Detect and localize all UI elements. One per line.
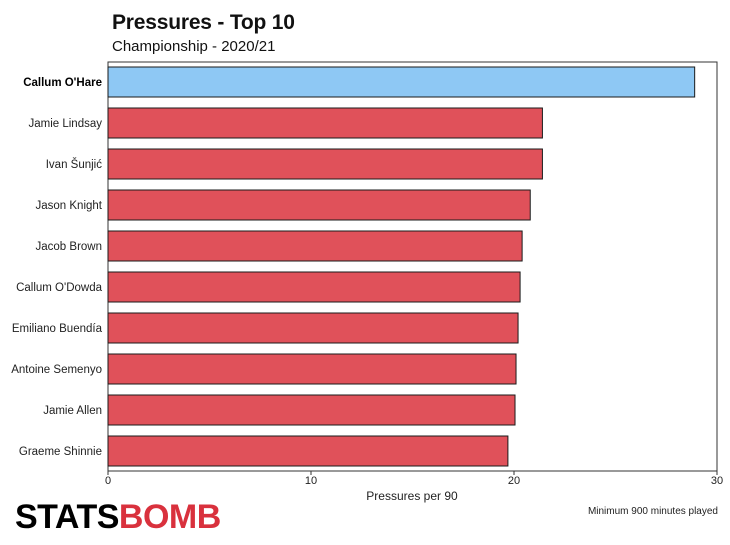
y-label-2: Jamie Lindsay: [28, 118, 102, 130]
minimum-minutes-note: Minimum 900 minutes played: [587, 506, 718, 517]
y-label-3: Ivan Šunjić: [46, 158, 103, 171]
logo-part-stats: STATS: [15, 498, 119, 536]
plot-frame: [107, 61, 718, 472]
y-label-9: Jamie Allen: [43, 405, 102, 417]
y-axis-labels: Callum O'Hare Jamie Lindsay Ivan Šunjić Jas…: [11, 77, 103, 458]
bar-4: [107, 189, 531, 221]
x-tick-label-4: 30: [711, 475, 723, 487]
statsbomb-logo: STATSBOMB: [15, 500, 221, 534]
y-label-5: Jacob Brown: [36, 241, 102, 253]
bar-3: [107, 148, 543, 180]
y-label-1: Callum O'Hare: [23, 77, 102, 89]
bar-9: [107, 394, 516, 426]
y-label-8: Antoine Semenyo: [11, 364, 102, 376]
y-label-4: Jason Knight: [36, 200, 103, 212]
bars-group: [107, 66, 696, 467]
bar-8: [107, 353, 517, 385]
bar-10: [107, 435, 509, 467]
chart-subtitle: Championship - 2020/21: [112, 38, 276, 55]
bar-6: [107, 271, 521, 303]
bar-5: [107, 230, 523, 262]
bar-2: [107, 107, 543, 139]
y-label-10: Graeme Shinnie: [19, 446, 102, 458]
bar-7: [107, 312, 519, 344]
x-axis-ticks: 0 10 20 30: [105, 471, 723, 487]
logo-part-bomb: BOMB: [118, 498, 221, 536]
x-axis-label: Pressures per 90: [366, 489, 458, 503]
bar-1: [107, 66, 696, 98]
chart-title: Pressures - Top 10: [112, 11, 295, 34]
x-tick-label-3: 20: [508, 475, 520, 487]
y-label-6: Callum O'Dowda: [16, 282, 103, 294]
x-tick-label-1: 0: [105, 475, 111, 487]
y-label-7: Emiliano Buendía: [12, 323, 103, 335]
x-tick-label-2: 10: [305, 475, 317, 487]
